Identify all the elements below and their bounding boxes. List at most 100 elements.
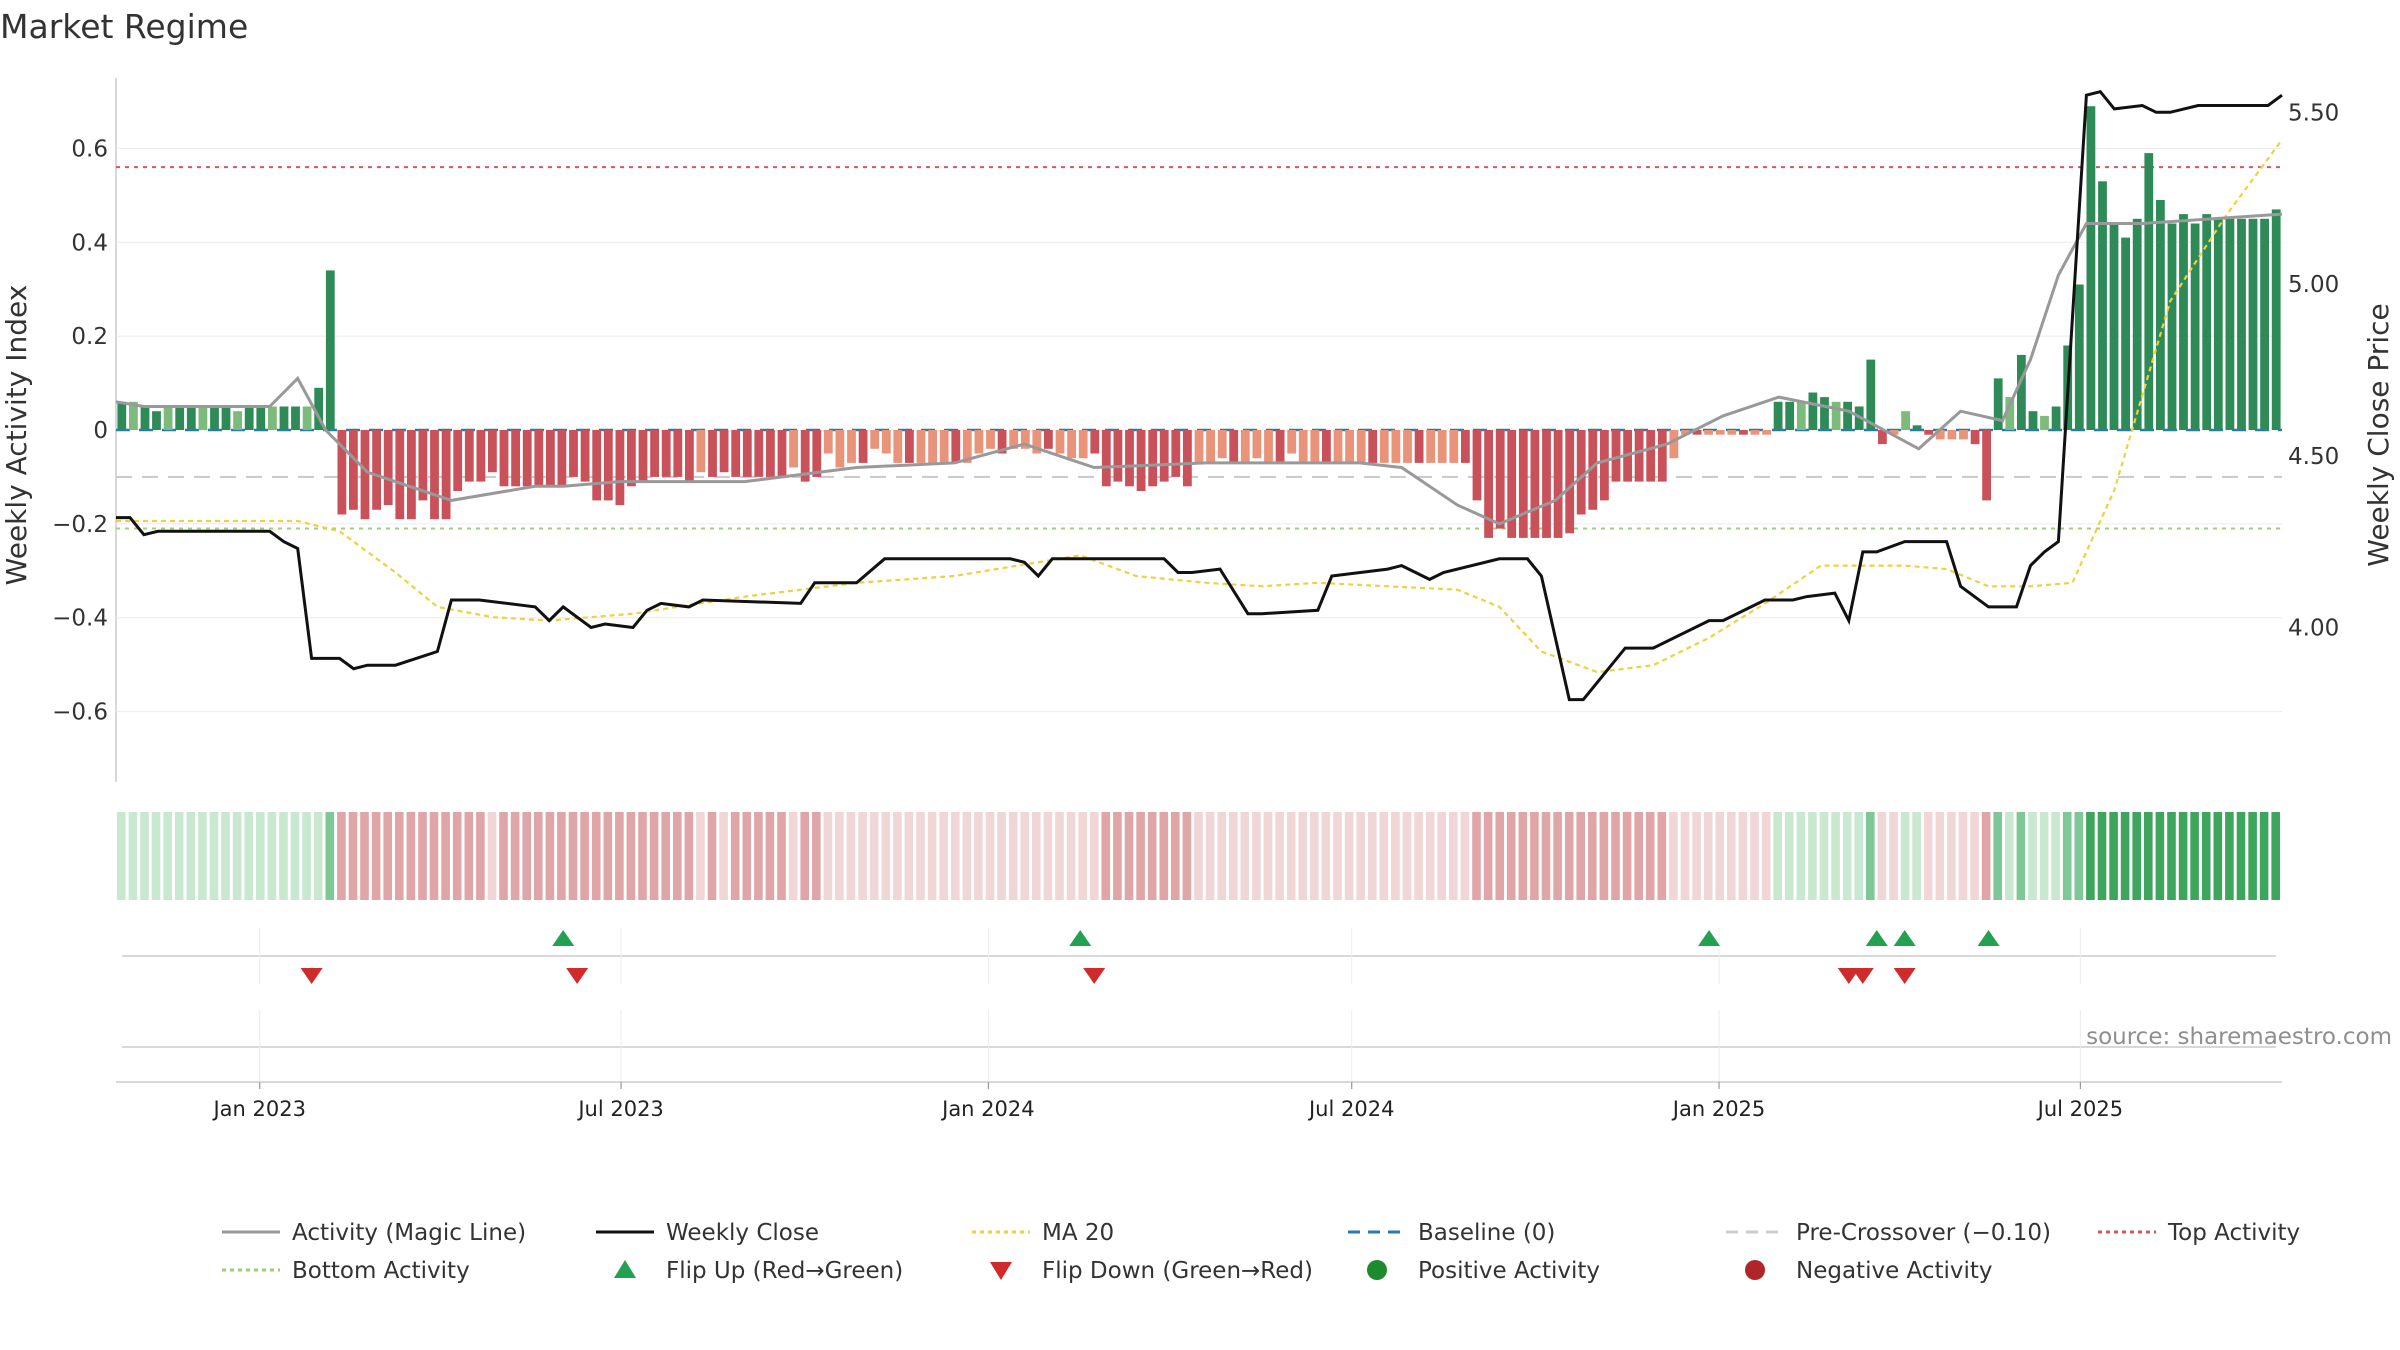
x-tick-label: Jan 2025 — [1671, 1097, 1766, 1121]
regime-cell — [1483, 812, 1493, 900]
regime-cell — [487, 812, 497, 900]
regime-cell — [1588, 812, 1597, 900]
activity-bar — [279, 406, 289, 430]
activity-bar — [1518, 430, 1528, 538]
regime-cell — [835, 812, 844, 900]
legend-item: MA 20 — [972, 1220, 1114, 1246]
regime-cell — [279, 812, 288, 900]
flip-down-marker — [1851, 968, 1874, 984]
y-tick-label: 0 — [93, 418, 108, 444]
regime-cell — [1437, 812, 1446, 900]
activity-bar — [1912, 425, 1922, 430]
activity-bar — [823, 430, 833, 454]
legend-label: Positive Activity — [1418, 1258, 1600, 1284]
legend-item: Top Activity — [2098, 1220, 2300, 1246]
regime-cell — [1217, 812, 1226, 900]
regime-cell — [2248, 812, 2257, 900]
activity-bar — [1368, 430, 1378, 463]
regime-cell — [603, 812, 613, 900]
activity-bar — [2202, 214, 2212, 430]
activity-bar — [1032, 430, 1042, 454]
activity-bar — [742, 430, 752, 477]
regime-cell — [974, 812, 983, 900]
flip-up-marker — [552, 930, 575, 946]
regime-cell — [893, 812, 902, 900]
bottom-panel — [122, 1010, 2276, 1082]
legend-label: Activity (Magic Line) — [292, 1220, 526, 1246]
regime-cell — [1912, 812, 1921, 900]
activity-bar — [1287, 430, 1297, 454]
activity-bar — [1310, 430, 1320, 463]
regime-cell — [2271, 812, 2280, 900]
regime-cell — [510, 812, 520, 900]
regime-cell — [1773, 812, 1782, 900]
activity-bar — [499, 430, 509, 487]
y-tick-label: −0.4 — [52, 606, 108, 632]
regime-cell — [1599, 812, 1609, 900]
activity-bar — [1901, 411, 1910, 430]
activity-bar — [244, 406, 254, 430]
regime-cell — [1703, 812, 1713, 900]
regime-cell — [151, 812, 161, 900]
flip-down-marker — [300, 968, 323, 984]
activity-bar — [1820, 397, 1829, 430]
regime-cell — [800, 812, 809, 900]
regime-cell — [1205, 812, 1215, 900]
regime-cell — [1159, 812, 1169, 900]
activity-bar — [1947, 430, 1957, 440]
activity-bar — [2260, 218, 2269, 430]
flip-down-marker — [1893, 968, 1916, 984]
regime-cell — [615, 812, 624, 900]
activity-bar — [186, 406, 196, 430]
weekly-close-line — [116, 90, 2283, 702]
x-axis: Jan 2023 Jul 2023 Jan 2024 Jul 2024 Jan 2025… — [116, 1081, 2282, 1121]
activity-bar — [1831, 401, 1841, 430]
legend-item: Flip Down (Green→Red) — [990, 1258, 1313, 1284]
activity-bar — [1449, 430, 1459, 463]
activity-bar — [1055, 430, 1065, 454]
regime-cell — [962, 812, 972, 900]
regime-cell — [742, 812, 752, 900]
activity-bar — [453, 430, 463, 491]
activity-bar — [221, 406, 231, 430]
regime-cell — [1101, 812, 1111, 900]
legend-label: Negative Activity — [1796, 1258, 1993, 1284]
activity-bar — [789, 430, 798, 468]
y2-axis-label: Weekly Close Price — [2362, 303, 2395, 566]
regime-cell — [1182, 812, 1192, 900]
regime-cell — [2178, 812, 2188, 900]
activity-bar — [1576, 430, 1586, 515]
activity-bar — [1843, 401, 1852, 430]
activity-bar — [1090, 430, 1100, 454]
regime-cell — [673, 812, 682, 900]
regime-cell — [1391, 812, 1400, 900]
regime-cell — [174, 812, 184, 900]
activity-bar — [2040, 415, 2049, 430]
regime-cell — [1923, 812, 1933, 900]
activity-bar — [997, 430, 1007, 454]
y-tick-label: 0.2 — [71, 324, 108, 350]
regime-cell — [2190, 812, 2199, 900]
source-credit: source: sharemaestro.com — [2086, 1024, 2392, 1050]
regime-cell — [1472, 812, 1481, 900]
regime-cell — [1576, 812, 1585, 900]
regime-cell — [267, 812, 277, 900]
activity-bar — [557, 430, 567, 487]
regime-cell — [395, 812, 404, 900]
activity-bar — [812, 430, 822, 477]
activity-bar — [2248, 218, 2258, 430]
activity-bar — [1634, 430, 1644, 482]
regime-cell — [1553, 812, 1562, 900]
activity-bar — [835, 430, 845, 468]
regime-cell — [1090, 812, 1099, 900]
activity-bar — [1565, 430, 1575, 534]
legend-label: Weekly Close — [666, 1220, 819, 1246]
activity-bar — [1136, 430, 1146, 491]
activity-bar — [2028, 411, 2038, 430]
regime-cell — [1020, 812, 1030, 900]
activity-bar — [372, 430, 381, 510]
activity-bar — [1345, 430, 1354, 463]
activity-bar — [2132, 218, 2142, 430]
regime-cell — [441, 812, 450, 900]
regime-cell — [1356, 812, 1365, 900]
